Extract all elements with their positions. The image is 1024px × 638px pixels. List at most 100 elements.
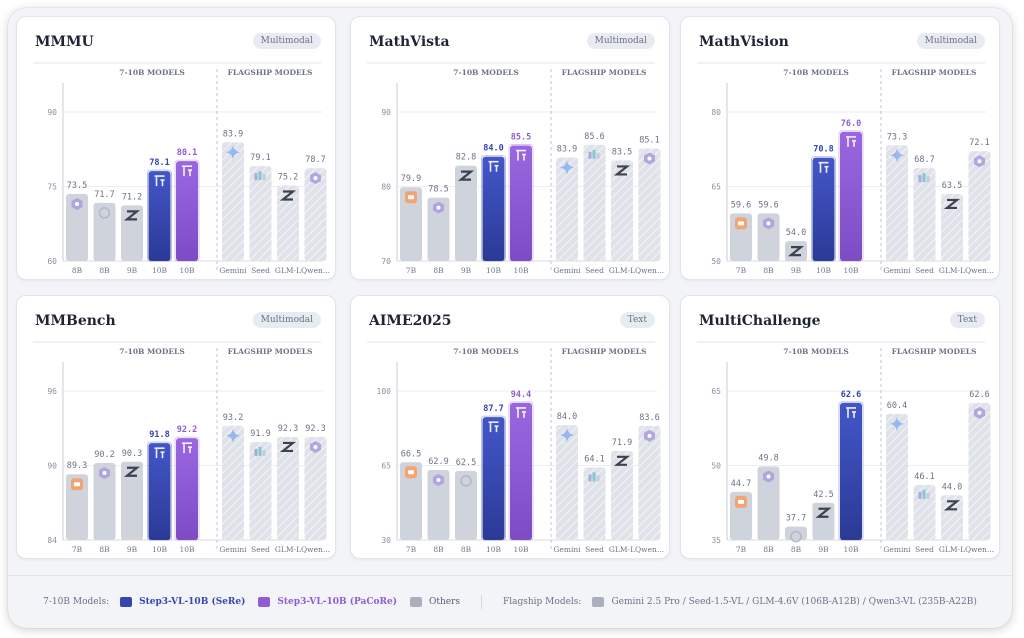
bar-flagship: 85.1 Qwen... xyxy=(635,136,664,275)
bar-rect xyxy=(941,495,963,540)
bar-flagship: 75.2 GLM-L xyxy=(275,173,301,275)
x-tick-label: Gemini xyxy=(219,266,247,275)
gemini-icon xyxy=(560,428,574,443)
mimo-icon xyxy=(735,495,747,508)
seed-icon xyxy=(588,149,600,159)
y-tick-label: 100 xyxy=(377,387,392,396)
chart-title: MMBench xyxy=(35,313,116,329)
mimo-icon xyxy=(405,466,417,479)
x-tick-label: 9B xyxy=(461,266,472,275)
bar-rect xyxy=(249,441,272,540)
legend-swatch-others xyxy=(409,596,422,607)
bar-value-label: 85.6 xyxy=(584,132,604,142)
x-tick-label: 10B xyxy=(486,266,502,275)
bar-value-label: 60.4 xyxy=(887,401,907,411)
bar-other: 89.3 7B xyxy=(66,461,88,554)
x-tick-label: 10B xyxy=(179,545,195,554)
glm-icon xyxy=(613,165,631,176)
bar-value-label: 92.3 xyxy=(305,424,325,434)
legend-swatch-sere xyxy=(120,596,133,607)
bar-other: 59.6 7B xyxy=(730,200,752,275)
bar-value-label: 80.1 xyxy=(177,148,197,158)
x-tick-label: Seed xyxy=(915,266,934,275)
x-tick-label: 7B xyxy=(406,545,417,554)
bar-value-label: 85.1 xyxy=(639,136,659,146)
bar-rect xyxy=(427,469,450,540)
bar-value-label: 87.7 xyxy=(483,404,503,414)
bar-flagship: 73.3 Gemini xyxy=(883,132,911,275)
x-tick-label: 8B xyxy=(461,545,472,554)
x-tick-label: 10B xyxy=(179,266,195,275)
gemini-icon xyxy=(226,145,240,160)
intern-icon xyxy=(790,530,802,543)
bar-value-label: 68.7 xyxy=(914,155,934,165)
y-tick-label: 75 xyxy=(47,183,57,192)
bar-flagship: 91.9 Seed xyxy=(249,429,272,554)
glm-icon xyxy=(943,198,961,210)
x-tick-label: 8B xyxy=(763,545,774,554)
seed-icon xyxy=(254,446,266,456)
y-tick-label: 65 xyxy=(711,387,721,396)
step-icon xyxy=(516,407,526,418)
bar-value-label: 71.9 xyxy=(612,438,632,448)
bar-rect xyxy=(66,474,88,540)
glm-icon xyxy=(123,466,141,477)
bar-flagship: 68.7 Seed xyxy=(913,155,936,275)
step-icon xyxy=(182,165,192,177)
legend-flagship-text: Gemini 2.5 Pro / Seed-1.5-VL / GLM-4.6V … xyxy=(611,596,977,607)
bar-glow xyxy=(508,401,534,541)
y-tick-label: 65 xyxy=(381,462,391,471)
qwen-icon xyxy=(71,197,83,210)
bar-other: 73.5 8B xyxy=(66,181,88,275)
bar-value-label: 90.2 xyxy=(94,450,114,460)
chart-title: MathVision xyxy=(699,34,789,50)
category-badge: Text xyxy=(619,312,655,328)
bar-flagship: 60.4 Gemini xyxy=(883,401,911,554)
glm-icon xyxy=(279,441,297,453)
bar-flagship: 84.0 Gemini xyxy=(553,412,581,554)
bar-value-label: 91.8 xyxy=(149,430,169,440)
bar-rect xyxy=(66,193,88,261)
bar-value-label: 73.3 xyxy=(887,132,907,142)
bar-value-label: 94.4 xyxy=(511,390,531,400)
bar-rect xyxy=(277,185,299,261)
bar-sere: 84.0 10B xyxy=(481,144,506,275)
chart-panel-mathvista: MathVista Multimodal 7-10B MODELS FLAGSHI… xyxy=(350,16,670,280)
y-tick-label: 70 xyxy=(381,257,391,266)
bar-rect xyxy=(583,467,606,540)
x-tick-label: Seed xyxy=(585,266,604,275)
y-tick-label: 50 xyxy=(711,257,721,266)
bar-value-label: 78.5 xyxy=(428,185,448,195)
intern-icon xyxy=(460,475,472,487)
bar-flagship: 83.9 Gemini xyxy=(219,129,247,275)
gemini-icon xyxy=(890,148,904,163)
x-tick-label: 10B xyxy=(152,545,168,554)
bar-glow xyxy=(481,415,506,541)
bar-rect xyxy=(121,205,143,261)
glm-icon xyxy=(943,500,961,511)
x-tick-label: Qwen... xyxy=(301,266,330,275)
x-tick-label: 9B xyxy=(127,545,138,554)
bar-rect xyxy=(176,438,198,540)
chart-panel-aime2025: AIME2025 Text 7-10B MODELS FLAGSHIP MODEL… xyxy=(350,295,670,559)
group-label-small-models: 7-10B MODELS xyxy=(783,68,848,77)
bar-other: 79.9 7B xyxy=(400,174,422,275)
bar-glow xyxy=(481,155,506,262)
bar-other: 71.2 9B xyxy=(121,192,143,275)
bar-sere: 91.8 10B xyxy=(147,430,172,554)
step-icon xyxy=(488,421,499,433)
bar-rect xyxy=(148,443,171,540)
bar-rect xyxy=(611,160,633,261)
y-tick-label: 80 xyxy=(381,183,391,192)
chart-panel-mathvision: MathVision Multimodal 7-10B MODELS FLAGSH… xyxy=(680,16,1000,280)
bar-flagship: 44.0 GLM-L xyxy=(939,482,965,554)
step-icon xyxy=(154,175,165,187)
chart-panel-mmbench: MMBench Multimodal 7-10B MODELS FLAGSHIP … xyxy=(16,295,336,559)
group-label-flagship-models: FLAGSHIP MODELS xyxy=(562,68,647,77)
bar-value-label: 59.6 xyxy=(758,200,778,210)
bar-other: 37.7 8B xyxy=(785,514,807,554)
x-tick-label: 10B xyxy=(843,545,859,554)
bar-value-label: 54.0 xyxy=(786,228,806,238)
glm-icon xyxy=(457,170,475,181)
bar-value-label: 84.0 xyxy=(483,144,503,154)
